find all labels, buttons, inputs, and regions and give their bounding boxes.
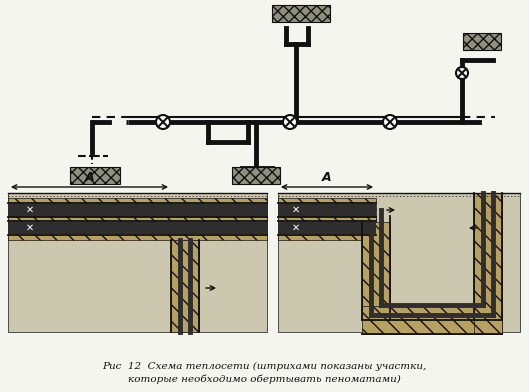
- Text: A: A: [85, 171, 94, 184]
- Text: ✕: ✕: [26, 223, 34, 233]
- Circle shape: [283, 115, 297, 129]
- Circle shape: [156, 115, 170, 129]
- Bar: [362, 222, 390, 320]
- Bar: [278, 222, 376, 234]
- Bar: [463, 33, 501, 50]
- Bar: [272, 5, 330, 22]
- Bar: [171, 240, 199, 332]
- Bar: [8, 198, 267, 222]
- Text: A: A: [322, 171, 332, 184]
- Circle shape: [456, 67, 468, 79]
- Bar: [278, 193, 520, 332]
- Bar: [70, 167, 120, 184]
- Bar: [278, 204, 376, 216]
- Text: которые необходимо обертывать пеноматами): которые необходимо обертывать пеноматами…: [127, 374, 400, 383]
- Text: ✕: ✕: [26, 205, 34, 215]
- Bar: [278, 198, 376, 222]
- Circle shape: [383, 115, 397, 129]
- Bar: [8, 222, 267, 234]
- Text: Рис  12  Схема теплосети (штрихами показаны участки,: Рис 12 Схема теплосети (штрихами показан…: [102, 362, 426, 371]
- Bar: [232, 167, 280, 184]
- Text: ✕: ✕: [292, 205, 300, 215]
- Bar: [278, 216, 376, 240]
- Bar: [8, 193, 267, 332]
- Bar: [474, 193, 502, 334]
- Bar: [8, 204, 267, 216]
- Bar: [8, 216, 267, 240]
- Bar: [362, 306, 502, 334]
- Text: ✕: ✕: [292, 223, 300, 233]
